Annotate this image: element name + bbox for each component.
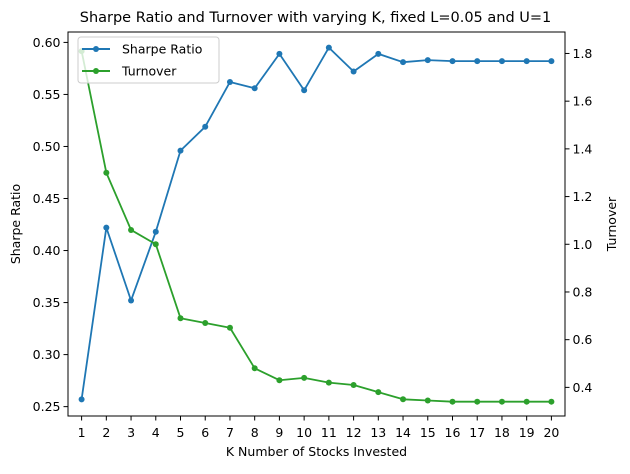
x-tick-label: 19	[519, 425, 535, 440]
plot-area: 1 2 3 4 5 6 7 8 9 10 11 12 13 14 15 16 17 18 19 200.250.300…	[33, 31, 593, 440]
x-tick-label: 5	[177, 425, 185, 440]
data-point-sharpe-ratio	[276, 50, 283, 57]
x-tick-label: 12	[346, 425, 362, 440]
y2-tick-label: 1.4	[573, 141, 593, 156]
y2-tick-label: 1.0	[573, 237, 593, 252]
legend-turnover-label: Turnover	[121, 64, 177, 79]
x-tick-label: 8	[251, 425, 259, 440]
y-tick-label: 0.30	[33, 347, 61, 362]
y-tick-label: 0.60	[33, 35, 61, 50]
data-point-sharpe-ratio	[301, 87, 308, 94]
x-tick-label: 17	[469, 425, 485, 440]
y2-tick-label: 0.8	[573, 284, 593, 299]
y-tick-label: 0.50	[33, 139, 61, 154]
y2-tick-label: 0.6	[573, 332, 593, 347]
data-point-sharpe-ratio	[523, 58, 530, 65]
data-point-sharpe-ratio	[400, 59, 407, 66]
y2-tick-label: 1.8	[573, 46, 593, 61]
y2-tick-label: 1.6	[573, 94, 593, 109]
data-point-turnover	[152, 241, 159, 248]
data-point-turnover	[128, 226, 135, 233]
data-point-turnover	[301, 374, 308, 381]
data-point-sharpe-ratio	[375, 50, 382, 57]
x-tick-label: 18	[494, 425, 510, 440]
data-point-sharpe-ratio	[449, 58, 456, 65]
data-point-sharpe-ratio	[103, 224, 110, 231]
data-point-turnover	[177, 315, 184, 322]
x-tick-label: 2	[102, 425, 110, 440]
legend-box	[77, 36, 220, 84]
x-tick-label: 14	[395, 425, 411, 440]
y-tick-label: 0.45	[33, 191, 61, 206]
data-point-sharpe-ratio	[350, 68, 357, 75]
data-point-turnover	[498, 398, 505, 405]
x-tick-label: 11	[321, 425, 337, 440]
data-point-turnover	[251, 365, 258, 372]
data-point-sharpe-ratio	[177, 147, 184, 154]
data-point-turnover	[226, 324, 233, 331]
y-tick-label: 0.25	[33, 399, 61, 414]
x-tick-label: 15	[420, 425, 436, 440]
y-tick-label: 0.35	[33, 295, 61, 310]
x-tick-label: 4	[152, 425, 160, 440]
y-tick-label: 0.40	[33, 243, 61, 258]
data-point-turnover	[350, 381, 357, 388]
y2-tick-label: 1.2	[573, 189, 593, 204]
data-point-turnover	[474, 398, 481, 405]
x-tick-label: 3	[127, 425, 135, 440]
x-tick-label: 7	[226, 425, 234, 440]
data-point-turnover	[103, 169, 110, 176]
x-tick-label: 1	[78, 425, 86, 440]
x-tick-label: 13	[370, 425, 386, 440]
legend-sharpe-ratio-marker	[93, 46, 99, 52]
data-point-turnover	[202, 319, 209, 326]
x-axis-label: K Number of Stocks Invested	[226, 444, 407, 459]
data-point-sharpe-ratio	[226, 78, 233, 85]
data-point-turnover	[375, 389, 382, 396]
x-tick-label: 9	[275, 425, 283, 440]
series-line-turnover	[80, 50, 553, 403]
x-tick-label: 10	[296, 425, 312, 440]
data-point-turnover	[400, 396, 407, 403]
data-point-sharpe-ratio	[202, 123, 209, 130]
data-point-turnover	[548, 398, 555, 405]
x-tick-label: 6	[201, 425, 209, 440]
data-point-sharpe-ratio	[325, 44, 332, 51]
y2-axis-label: Turnover	[604, 196, 619, 252]
data-point-turnover	[325, 379, 332, 386]
data-point-turnover	[276, 377, 283, 384]
series-line-sharpe-ratio	[80, 46, 553, 401]
data-point-sharpe-ratio	[152, 228, 159, 235]
data-point-sharpe-ratio	[424, 57, 431, 64]
x-tick-label: 16	[445, 425, 461, 440]
data-point-sharpe-ratio	[548, 58, 555, 65]
legend-sharpe-ratio-label: Sharpe Ratio	[122, 42, 202, 57]
legend: Sharpe Ratio Turnover	[77, 36, 220, 84]
y-axis-label: Sharpe Ratio	[8, 184, 23, 264]
data-point-sharpe-ratio	[251, 85, 258, 92]
legend-turnover-marker	[93, 68, 99, 74]
data-point-sharpe-ratio	[128, 297, 135, 304]
x-tick-label: 20	[543, 425, 559, 440]
data-point-turnover	[424, 397, 431, 404]
data-point-sharpe-ratio	[498, 58, 505, 65]
data-point-turnover	[449, 398, 456, 405]
data-point-turnover	[523, 398, 530, 405]
data-point-sharpe-ratio	[474, 58, 481, 65]
data-point-sharpe-ratio	[78, 396, 85, 403]
y2-tick-label: 0.4	[573, 380, 593, 395]
plot-frame	[67, 31, 566, 417]
chart-title: Sharpe Ratio and Turnover with varying K…	[80, 10, 552, 26]
y-tick-label: 0.55	[33, 87, 61, 102]
